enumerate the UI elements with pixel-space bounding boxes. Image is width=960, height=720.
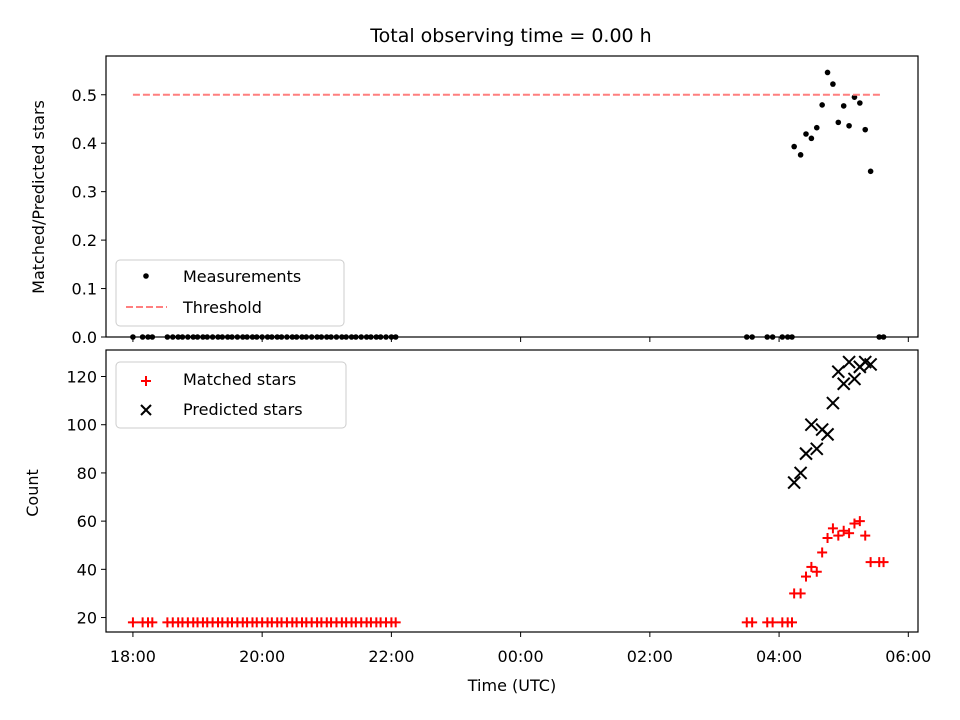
matched-point bbox=[147, 617, 158, 628]
measurement-point bbox=[819, 102, 825, 108]
measurement-point bbox=[791, 143, 797, 150]
bottom-y-axis-label: Count bbox=[23, 469, 42, 517]
legend-matched-marker bbox=[141, 376, 151, 386]
bottom-axes-frame bbox=[105, 349, 919, 633]
measurement-point bbox=[867, 168, 874, 175]
y-tick-label: 120 bbox=[66, 368, 97, 387]
y-tick-label: 100 bbox=[66, 416, 97, 435]
legend-predicted-marker bbox=[140, 404, 152, 416]
predicted-point bbox=[787, 475, 801, 490]
measurement-point bbox=[813, 124, 820, 131]
predicted-point bbox=[842, 355, 856, 369]
top-legend: Measurements Threshold bbox=[115, 259, 345, 327]
y-tick-label: 60 bbox=[77, 512, 97, 531]
top-x-ticks bbox=[132, 337, 909, 342]
measurement-point bbox=[846, 122, 852, 129]
top-legend-box bbox=[115, 259, 345, 327]
x-tick-label: 20:00 bbox=[239, 647, 285, 666]
matched-point bbox=[822, 533, 833, 543]
y-tick-label: 0.5 bbox=[72, 86, 97, 105]
matched-point bbox=[127, 617, 138, 628]
bottom-x-ticks: 18:00 20:00 22:00 00:00 02:00 04:00 06:00 bbox=[110, 632, 931, 666]
matched-point bbox=[827, 523, 838, 534]
top-panel: 0.0 0.1 0.2 0.3 0.4 0.5 Matched/Predicted sta… bbox=[29, 55, 919, 347]
measurement-point bbox=[808, 135, 815, 142]
predicted-point bbox=[847, 372, 862, 386]
x-tick-label: 18:00 bbox=[110, 647, 156, 666]
measurement-point bbox=[851, 94, 858, 100]
x-tick-label: 06:00 bbox=[885, 647, 931, 666]
y-tick-label: 0.0 bbox=[72, 328, 97, 347]
legend-measurements-marker bbox=[143, 273, 149, 279]
chart-title: Total observing time = 0.00 h bbox=[369, 25, 651, 47]
y-tick-label: 20 bbox=[77, 609, 97, 628]
measurement-point bbox=[830, 81, 836, 87]
matched-point bbox=[806, 561, 817, 572]
predicted-point bbox=[799, 446, 813, 461]
top-y-axis-label: Matched/Predicted stars bbox=[29, 100, 48, 294]
y-tick-label: 0.1 bbox=[72, 280, 97, 299]
bottom-legend-box bbox=[115, 361, 347, 429]
matched-point bbox=[795, 588, 806, 599]
legend-predicted-label: Predicted stars bbox=[183, 400, 303, 419]
matched-point bbox=[878, 557, 889, 568]
matched-point bbox=[811, 566, 822, 577]
matched-point bbox=[849, 518, 860, 529]
bottom-panel: 20 40 60 80 100 120 18:00 20:00 22:00 00:00 02:00… bbox=[23, 349, 931, 695]
predicted-point bbox=[820, 427, 835, 442]
measurement-point bbox=[862, 126, 869, 133]
predicted-point bbox=[826, 396, 840, 410]
matched-point bbox=[801, 571, 811, 582]
matched-point bbox=[844, 528, 855, 539]
x-tick-label: 00:00 bbox=[498, 647, 544, 666]
top-y-ticks: 0.0 0.1 0.2 0.3 0.4 0.5 bbox=[72, 86, 106, 347]
measurement-point bbox=[803, 131, 809, 137]
bottom-y-ticks: 20 40 60 80 100 120 bbox=[66, 368, 106, 628]
measurement-point bbox=[857, 100, 863, 106]
top-axes-frame bbox=[105, 55, 919, 338]
x-tick-label: 04:00 bbox=[756, 647, 802, 666]
matched-point bbox=[833, 530, 844, 541]
legend-matched-label: Matched stars bbox=[183, 370, 296, 389]
series-predicted-stars bbox=[787, 355, 878, 490]
y-tick-label: 0.2 bbox=[72, 231, 97, 250]
matched-point bbox=[767, 617, 778, 628]
predicted-point bbox=[810, 442, 824, 456]
matched-point bbox=[854, 516, 865, 527]
matched-point bbox=[747, 617, 758, 628]
matched-point bbox=[787, 617, 797, 628]
x-tick-label: 22:00 bbox=[368, 647, 414, 666]
x-axis-label: Time (UTC) bbox=[467, 676, 556, 695]
bottom-legend: Matched stars Predicted stars bbox=[115, 361, 347, 429]
y-tick-label: 0.4 bbox=[72, 134, 97, 153]
measurement-point bbox=[840, 103, 847, 109]
y-tick-label: 40 bbox=[77, 560, 97, 579]
predicted-point bbox=[863, 357, 878, 372]
measurement-point bbox=[835, 119, 842, 126]
matched-point bbox=[860, 530, 871, 541]
matched-point bbox=[390, 617, 401, 628]
y-tick-label: 80 bbox=[77, 464, 97, 483]
predicted-point bbox=[836, 377, 851, 391]
matched-point bbox=[865, 557, 876, 568]
predicted-point bbox=[804, 418, 819, 432]
y-tick-label: 0.3 bbox=[72, 183, 97, 202]
measurement-point bbox=[824, 69, 831, 76]
matched-point bbox=[838, 525, 849, 536]
series-matched-stars bbox=[127, 516, 889, 628]
predicted-point bbox=[793, 466, 808, 480]
matched-point bbox=[817, 547, 828, 558]
legend-threshold-label: Threshold bbox=[182, 298, 262, 317]
bottom-plot-area bbox=[127, 355, 889, 628]
predicted-point bbox=[831, 364, 846, 379]
legend-measurements-label: Measurements bbox=[183, 267, 301, 286]
top-plot-area bbox=[130, 69, 887, 340]
measurement-point bbox=[797, 152, 804, 158]
x-tick-label: 02:00 bbox=[627, 647, 673, 666]
